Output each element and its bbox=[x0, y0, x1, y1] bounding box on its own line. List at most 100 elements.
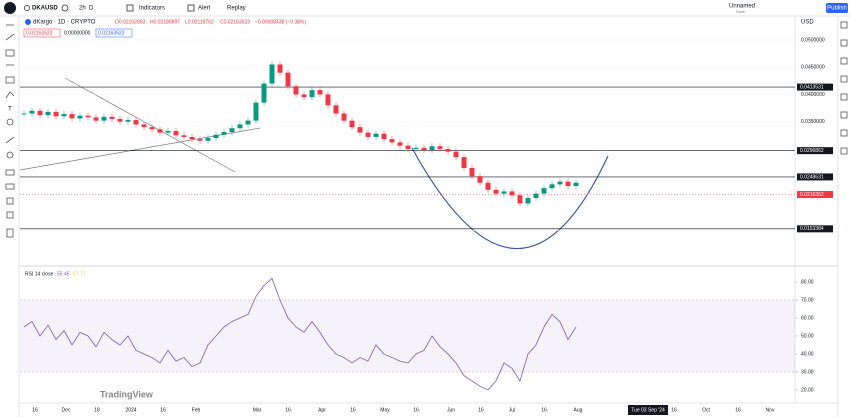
symbol[interactable]: DKAUSD bbox=[32, 6, 58, 12]
tool[interactable] bbox=[840, 129, 848, 137]
legend-close: C0.02163523 bbox=[220, 19, 250, 25]
candle bbox=[165, 130, 171, 133]
time-label: 16 bbox=[671, 407, 677, 413]
last-price-label: 0.0216352 bbox=[800, 192, 824, 198]
candle bbox=[541, 188, 547, 194]
ask[interactable]: 0.02163523 bbox=[98, 30, 125, 36]
logo[interactable] bbox=[4, 2, 16, 14]
legend-low: L0.02118762 bbox=[185, 19, 214, 25]
tool[interactable] bbox=[5, 49, 15, 57]
tool[interactable] bbox=[5, 183, 15, 190]
watermark: TradingView bbox=[100, 389, 154, 399]
add-symbol[interactable] bbox=[61, 4, 69, 12]
ask-box[interactable] bbox=[95, 28, 133, 38]
time-label: 16 bbox=[160, 407, 166, 413]
rsi-band bbox=[20, 300, 795, 372]
time-label: Jul bbox=[509, 407, 515, 413]
candle bbox=[317, 90, 323, 95]
candle bbox=[341, 113, 347, 121]
tool[interactable] bbox=[5, 33, 15, 41]
time-label: Jun bbox=[447, 407, 455, 413]
last-price-box bbox=[797, 191, 833, 199]
currency[interactable]: USD bbox=[801, 20, 814, 26]
interval[interactable]: 2h bbox=[79, 6, 86, 12]
tool[interactable] bbox=[6, 211, 14, 219]
candle bbox=[301, 94, 307, 98]
candle bbox=[133, 120, 139, 125]
tool[interactable] bbox=[840, 39, 848, 47]
candle bbox=[77, 115, 83, 119]
candle bbox=[93, 117, 99, 121]
candle bbox=[21, 113, 27, 115]
candle bbox=[485, 182, 491, 190]
tool[interactable] bbox=[840, 75, 848, 83]
tool[interactable] bbox=[840, 21, 848, 29]
candle bbox=[69, 114, 75, 119]
tool[interactable] bbox=[6, 228, 14, 238]
candle bbox=[229, 128, 235, 133]
tool[interactable] bbox=[6, 151, 14, 159]
indicators[interactable]: Indicators bbox=[139, 6, 165, 12]
candle bbox=[261, 83, 267, 103]
tool[interactable] bbox=[6, 197, 14, 205]
candle bbox=[405, 145, 411, 149]
tool[interactable] bbox=[840, 93, 848, 101]
tool[interactable] bbox=[840, 147, 848, 155]
level-label-box bbox=[797, 147, 833, 155]
tool[interactable] bbox=[5, 91, 15, 99]
publish-button[interactable] bbox=[826, 3, 848, 13]
candle bbox=[445, 148, 451, 152]
candle bbox=[237, 124, 243, 129]
legend-open: O0.02162863 bbox=[115, 19, 146, 25]
price-tick-label: 0.0500000 bbox=[801, 37, 825, 43]
rsi-tick-label: 60.00 bbox=[801, 315, 814, 321]
bid-box[interactable] bbox=[23, 28, 61, 38]
trend-line[interactable] bbox=[64, 77, 236, 173]
candle bbox=[125, 120, 131, 122]
replay[interactable]: Replay bbox=[227, 6, 246, 12]
tool[interactable] bbox=[5, 76, 15, 84]
candle bbox=[173, 130, 179, 136]
candle bbox=[109, 116, 115, 119]
chart-style[interactable]: D bbox=[89, 6, 94, 12]
tool[interactable] bbox=[5, 136, 15, 144]
tool[interactable] bbox=[5, 169, 15, 176]
candle bbox=[149, 127, 155, 130]
alert-icon[interactable] bbox=[187, 4, 195, 12]
bid[interactable]: 0.02163523 bbox=[26, 30, 53, 36]
time-label: 16 bbox=[32, 407, 38, 413]
candle bbox=[493, 189, 499, 194]
crosshair-date-box bbox=[628, 405, 668, 415]
tool[interactable] bbox=[840, 111, 848, 119]
tool-text[interactable]: T bbox=[8, 107, 12, 113]
price-tick-label: 0.0450000 bbox=[801, 65, 825, 71]
candle bbox=[421, 147, 427, 151]
tool[interactable] bbox=[6, 118, 14, 126]
alert[interactable]: Alert bbox=[198, 6, 211, 12]
level-label: 0.0296862 bbox=[800, 148, 824, 154]
cup-curve[interactable] bbox=[411, 147, 609, 250]
candle bbox=[437, 146, 443, 149]
search-icon[interactable] bbox=[24, 5, 30, 11]
tool[interactable] bbox=[840, 57, 848, 65]
candle bbox=[269, 64, 275, 84]
legend-change: −0.00008438 (−0.38%) bbox=[255, 19, 306, 25]
candle bbox=[37, 110, 43, 116]
publish[interactable]: Publish bbox=[827, 6, 847, 12]
time-label: Dec bbox=[62, 407, 71, 413]
candle bbox=[53, 111, 59, 117]
rsi-value: 55.45 bbox=[57, 271, 70, 277]
indicators-icon[interactable] bbox=[126, 4, 134, 12]
time-label: 16 bbox=[285, 407, 291, 413]
layout-name[interactable]: Unnamed bbox=[729, 4, 755, 10]
trend-line[interactable] bbox=[19, 127, 261, 171]
candle bbox=[525, 197, 531, 204]
candle bbox=[517, 195, 523, 204]
level-label-box bbox=[797, 83, 833, 91]
candle bbox=[45, 111, 51, 116]
candle bbox=[357, 127, 363, 133]
price-tick-label: 0.0350000 bbox=[801, 119, 825, 125]
candle bbox=[197, 139, 203, 141]
candle bbox=[365, 132, 371, 137]
save[interactable]: Save bbox=[736, 9, 746, 14]
